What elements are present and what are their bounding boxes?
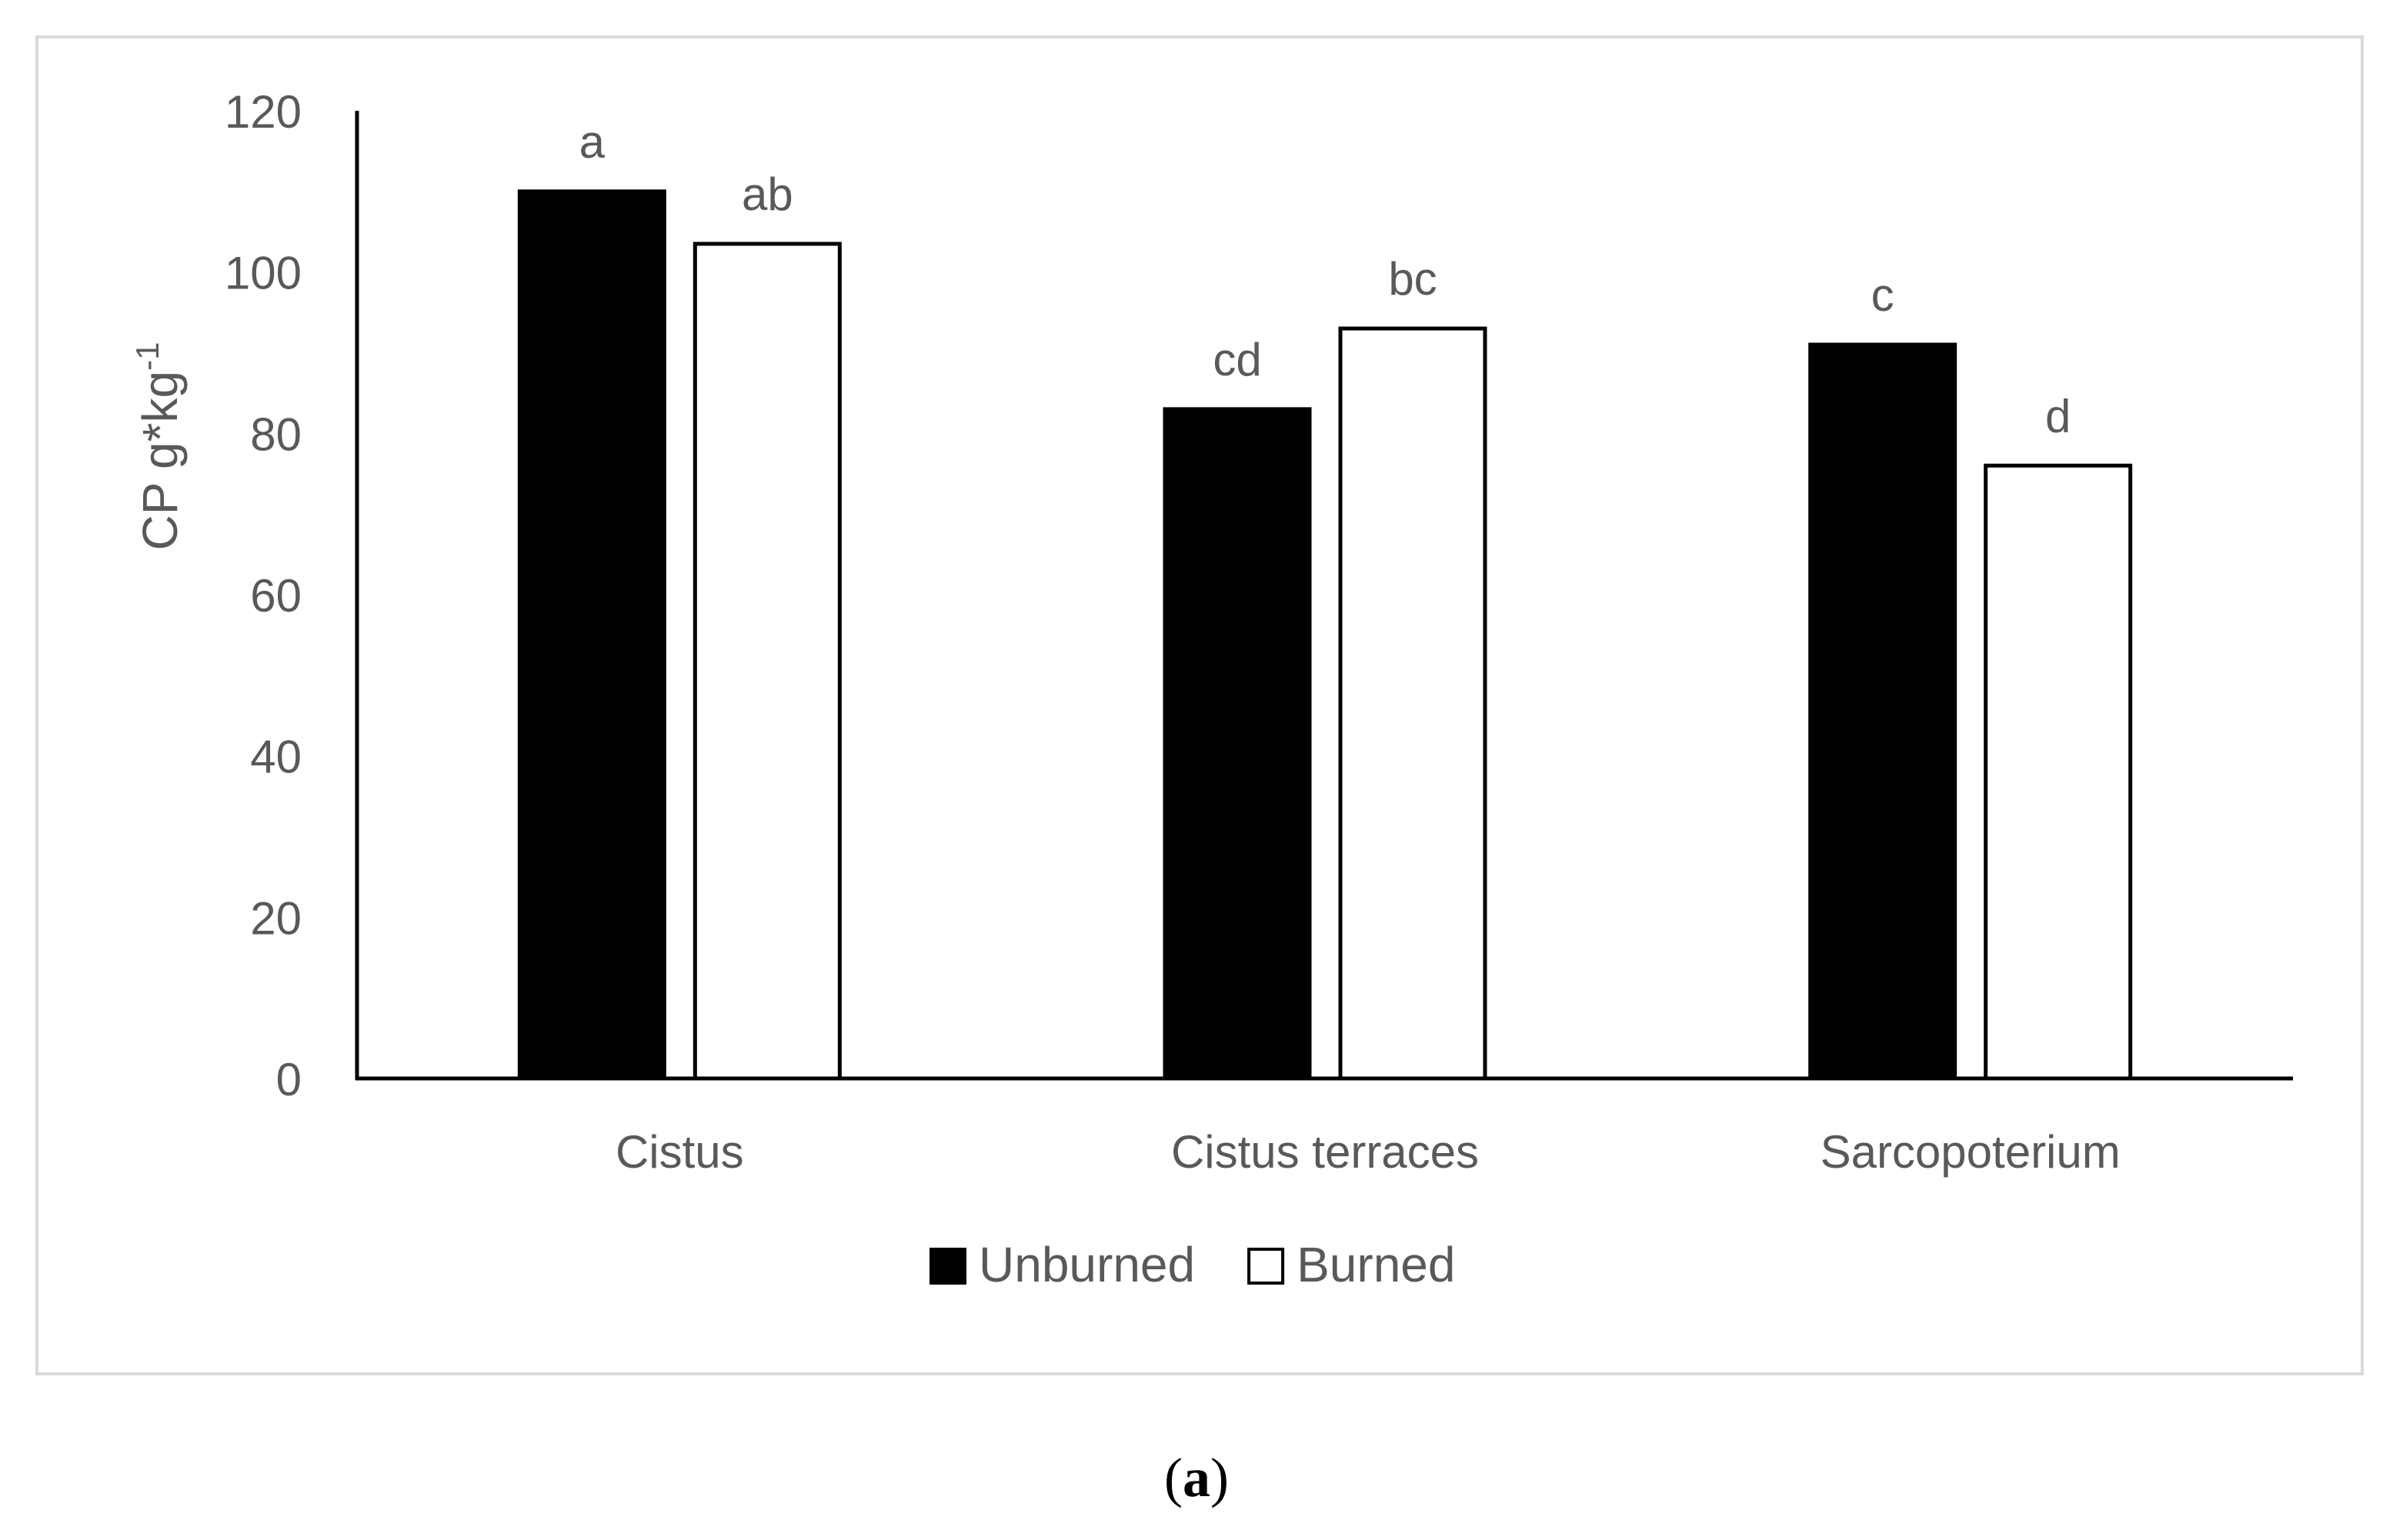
y-tick-label: 80 [250, 408, 302, 460]
legend-swatch-burned [1247, 1248, 1285, 1285]
bar-burned [693, 242, 842, 1081]
y-tick-label: 120 [225, 86, 302, 138]
panel-letter: a [1183, 1447, 1210, 1508]
y-tick-label: 60 [250, 570, 302, 622]
bar-unburned [517, 189, 666, 1081]
legend-label: Burned [1297, 1237, 1455, 1292]
y-axis-ticks: 0 20 40 60 80 100 120 [225, 86, 302, 1105]
x-category-label: Sarcopoterium [1821, 1126, 2121, 1178]
y-tick-label: 0 [276, 1054, 302, 1105]
legend-swatch-unburned [929, 1248, 966, 1285]
panel-caption: (a) [1164, 1447, 1229, 1508]
y-tick-label: 40 [250, 732, 302, 783]
x-category-label: Cistus terraces [1171, 1126, 1479, 1178]
significance-label: cd [1213, 334, 1261, 385]
x-category-label: Cistus [616, 1126, 744, 1178]
bar-burned [1338, 326, 1487, 1081]
legend: Unburned Burned [929, 1237, 1455, 1292]
bar-unburned [1163, 407, 1312, 1081]
bar-burned [1984, 463, 2133, 1081]
y-tick-label: 20 [250, 892, 302, 944]
significance-label: c [1871, 269, 1894, 321]
significance-label: a [579, 116, 606, 168]
y-axis-title: CP g*kg-1 [129, 342, 188, 551]
x-axis-category-labels: Cistus Cistus terraces Sarcopoterium [616, 1126, 2121, 1178]
significance-label: bc [1388, 253, 1437, 305]
bars [517, 189, 2133, 1081]
y-tick-label: 100 [225, 248, 302, 299]
bar-unburned [1808, 342, 1957, 1081]
significance-label: d [2045, 390, 2071, 442]
significance-label: ab [742, 168, 793, 220]
legend-label: Unburned [979, 1237, 1195, 1292]
